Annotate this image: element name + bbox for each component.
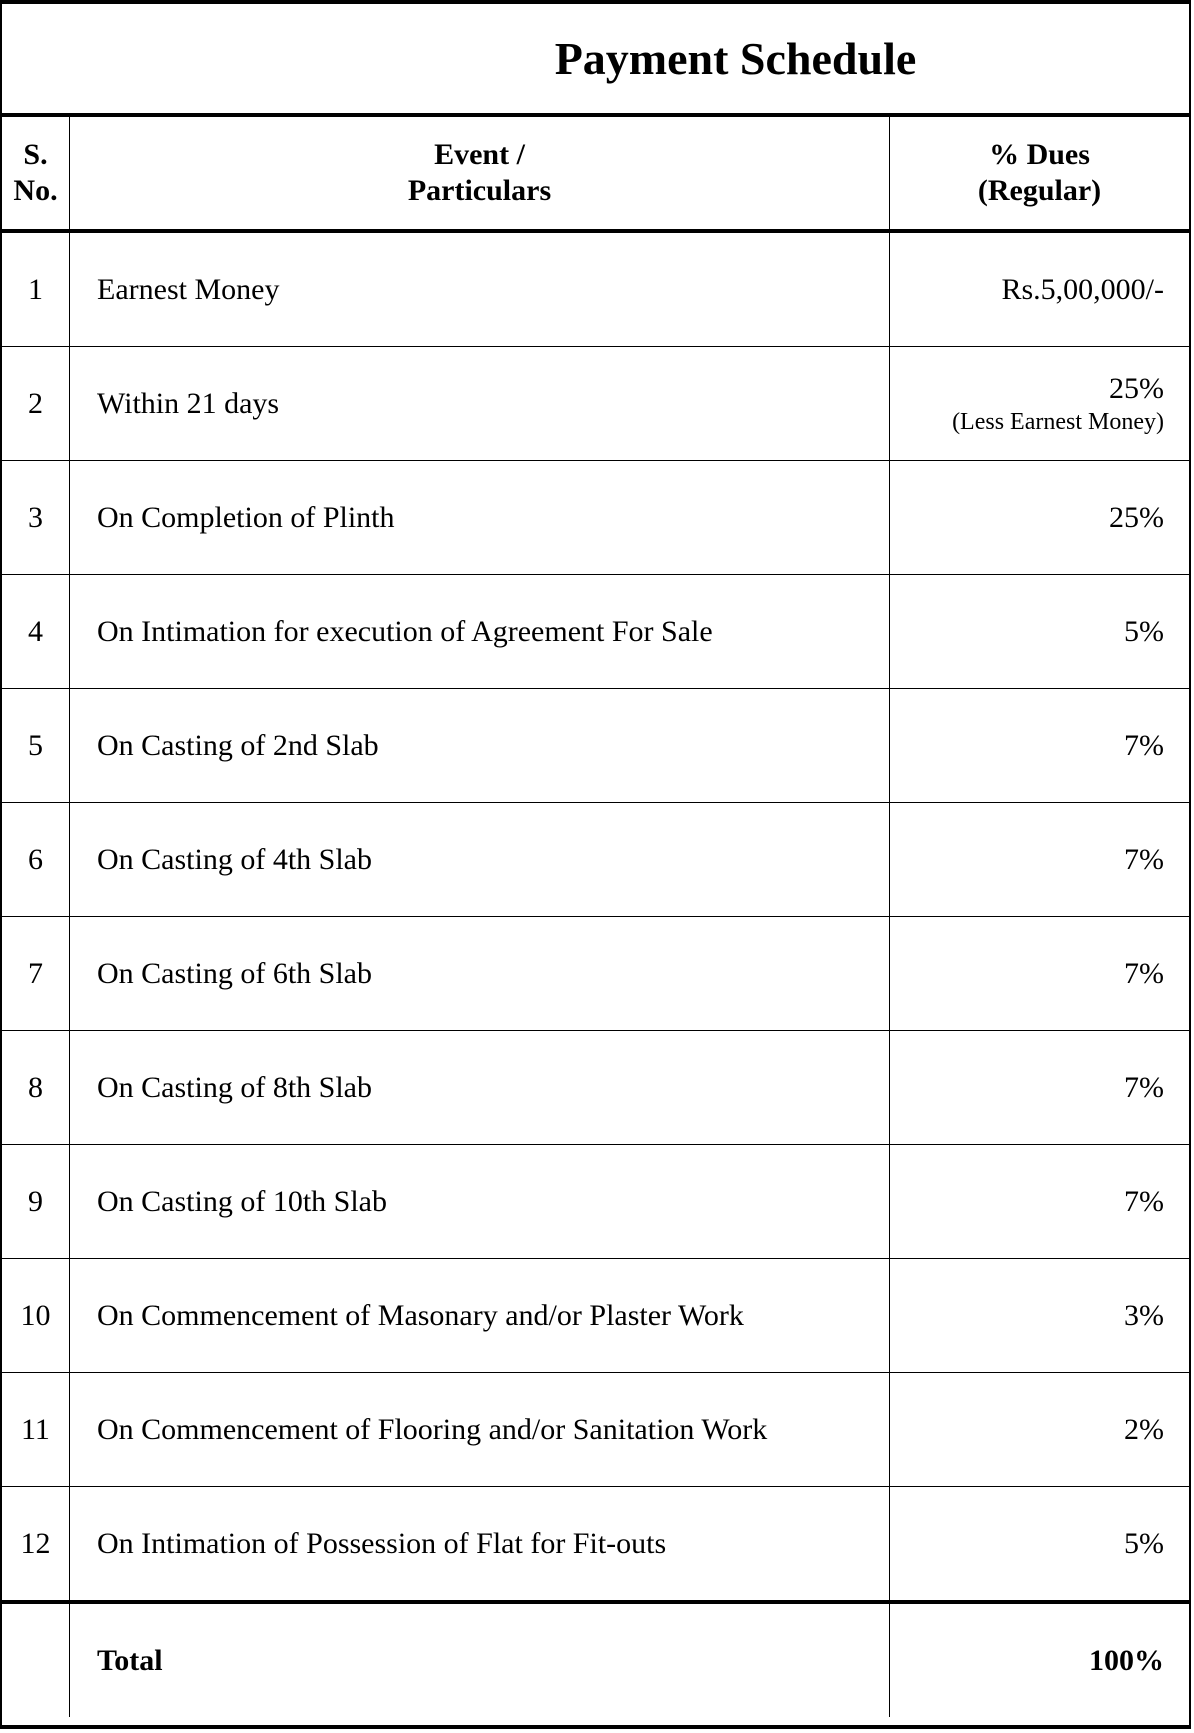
table-row: 4 On Intimation for execution of Agreemen… — [2, 574, 1189, 689]
total-value: 100% — [889, 1600, 1189, 1717]
row-due-cell: 25% — [889, 460, 1189, 575]
header-event: Event / Particulars — [69, 117, 890, 233]
table-row: 5 On Casting of 2nd Slab 7% — [2, 688, 1189, 803]
table-row: 3 On Completion of Plinth 25% — [2, 460, 1189, 575]
row-due-cell: 7% — [889, 1144, 1189, 1259]
row-sno: 2 — [2, 346, 70, 461]
row-event: On Commencement of Masonary and/or Plast… — [69, 1258, 890, 1373]
row-sno: 8 — [2, 1030, 70, 1145]
row-sno: 1 — [2, 230, 70, 347]
total-sno — [2, 1600, 70, 1717]
table-row: 9 On Casting of 10th Slab 7% — [2, 1144, 1189, 1259]
row-due-cell: 3% — [889, 1258, 1189, 1373]
row-due: 5% — [1124, 1526, 1164, 1560]
table-row: 2 Within 21 days 25% (Less Earnest Money) — [2, 346, 1189, 461]
row-due-cell: 25% (Less Earnest Money) — [889, 346, 1189, 461]
row-due-cell: 7% — [889, 916, 1189, 1031]
row-due: 25% — [1109, 500, 1164, 534]
header-event-line2: Particulars — [407, 174, 552, 207]
header-dues-line2: (Regular) — [977, 174, 1102, 207]
header-dues: % Dues (Regular) — [889, 117, 1189, 233]
table-row: 8 On Casting of 8th Slab 7% — [2, 1030, 1189, 1145]
row-event: On Completion of Plinth — [69, 460, 890, 575]
row-due: 7% — [1124, 842, 1164, 876]
row-sno: 7 — [2, 916, 70, 1031]
row-due-cell: 2% — [889, 1372, 1189, 1487]
row-sno: 10 — [2, 1258, 70, 1373]
table-row: 1 Earnest Money Rs.5,00,000/- — [2, 230, 1189, 347]
row-due: 5% — [1124, 614, 1164, 648]
row-due: 2% — [1124, 1412, 1164, 1446]
row-sno: 4 — [2, 574, 70, 689]
header-event-line1: Event / — [434, 138, 525, 171]
row-due: 7% — [1124, 728, 1164, 762]
row-due-cell: 7% — [889, 802, 1189, 917]
total-label: Total — [69, 1600, 890, 1717]
table-row: 6 On Casting of 4th Slab 7% — [2, 802, 1189, 917]
row-event: On Intimation of Possession of Flat for … — [69, 1486, 890, 1603]
row-due: 7% — [1124, 1070, 1164, 1104]
row-due: 3% — [1124, 1298, 1164, 1332]
row-due-cell: 7% — [889, 688, 1189, 803]
due-note: (Less Earnest Money) — [952, 408, 1164, 435]
row-event: On Casting of 2nd Slab — [69, 688, 890, 803]
row-event: Earnest Money — [69, 230, 890, 347]
row-event: On Casting of 10th Slab — [69, 1144, 890, 1259]
row-due: Rs.5,00,000/- — [1001, 272, 1164, 306]
row-sno: 6 — [2, 802, 70, 917]
header-sno-line2: No. — [13, 174, 58, 207]
row-event: On Casting of 8th Slab — [69, 1030, 890, 1145]
row-sno: 11 — [2, 1372, 70, 1487]
total-row: Total 100% — [2, 1600, 1189, 1717]
row-due-cell: 5% — [889, 1486, 1189, 1603]
row-due: 25% — [1109, 371, 1164, 405]
table-row: 10 On Commencement of Masonary and/or Pla… — [2, 1258, 1189, 1373]
page-title: Payment Schedule — [2, 4, 1189, 117]
header-sno-line1: S. — [23, 138, 48, 171]
table-row: 11 On Commencement of Flooring and/or San… — [2, 1372, 1189, 1487]
table-header-row: S. No. Event / Particulars % Dues (Regular) — [2, 117, 1189, 233]
row-due-cell: Rs.5,00,000/- — [889, 230, 1189, 347]
row-due: 7% — [1124, 956, 1164, 990]
row-due-cell: 7% — [889, 1030, 1189, 1145]
payment-schedule-table: S. No. Event / Particulars % Dues (Regular)… — [2, 117, 1189, 1717]
row-sno: 12 — [2, 1486, 70, 1603]
table-row: 7 On Casting of 6th Slab 7% — [2, 916, 1189, 1031]
row-event: Within 21 days — [69, 346, 890, 461]
header-dues-line1: % Dues — [989, 138, 1090, 171]
row-due: 7% — [1124, 1184, 1164, 1218]
row-event: On Casting of 6th Slab — [69, 916, 890, 1031]
header-sno: S. No. — [2, 117, 70, 233]
row-sno: 9 — [2, 1144, 70, 1259]
table-row: 12 On Intimation of Possession of Flat fo… — [2, 1486, 1189, 1603]
row-event: On Intimation for execution of Agreement… — [69, 574, 890, 689]
row-sno: 3 — [2, 460, 70, 575]
row-due-cell: 5% — [889, 574, 1189, 689]
row-sno: 5 — [2, 688, 70, 803]
row-event: On Commencement of Flooring and/or Sanit… — [69, 1372, 890, 1487]
row-event: On Casting of 4th Slab — [69, 802, 890, 917]
